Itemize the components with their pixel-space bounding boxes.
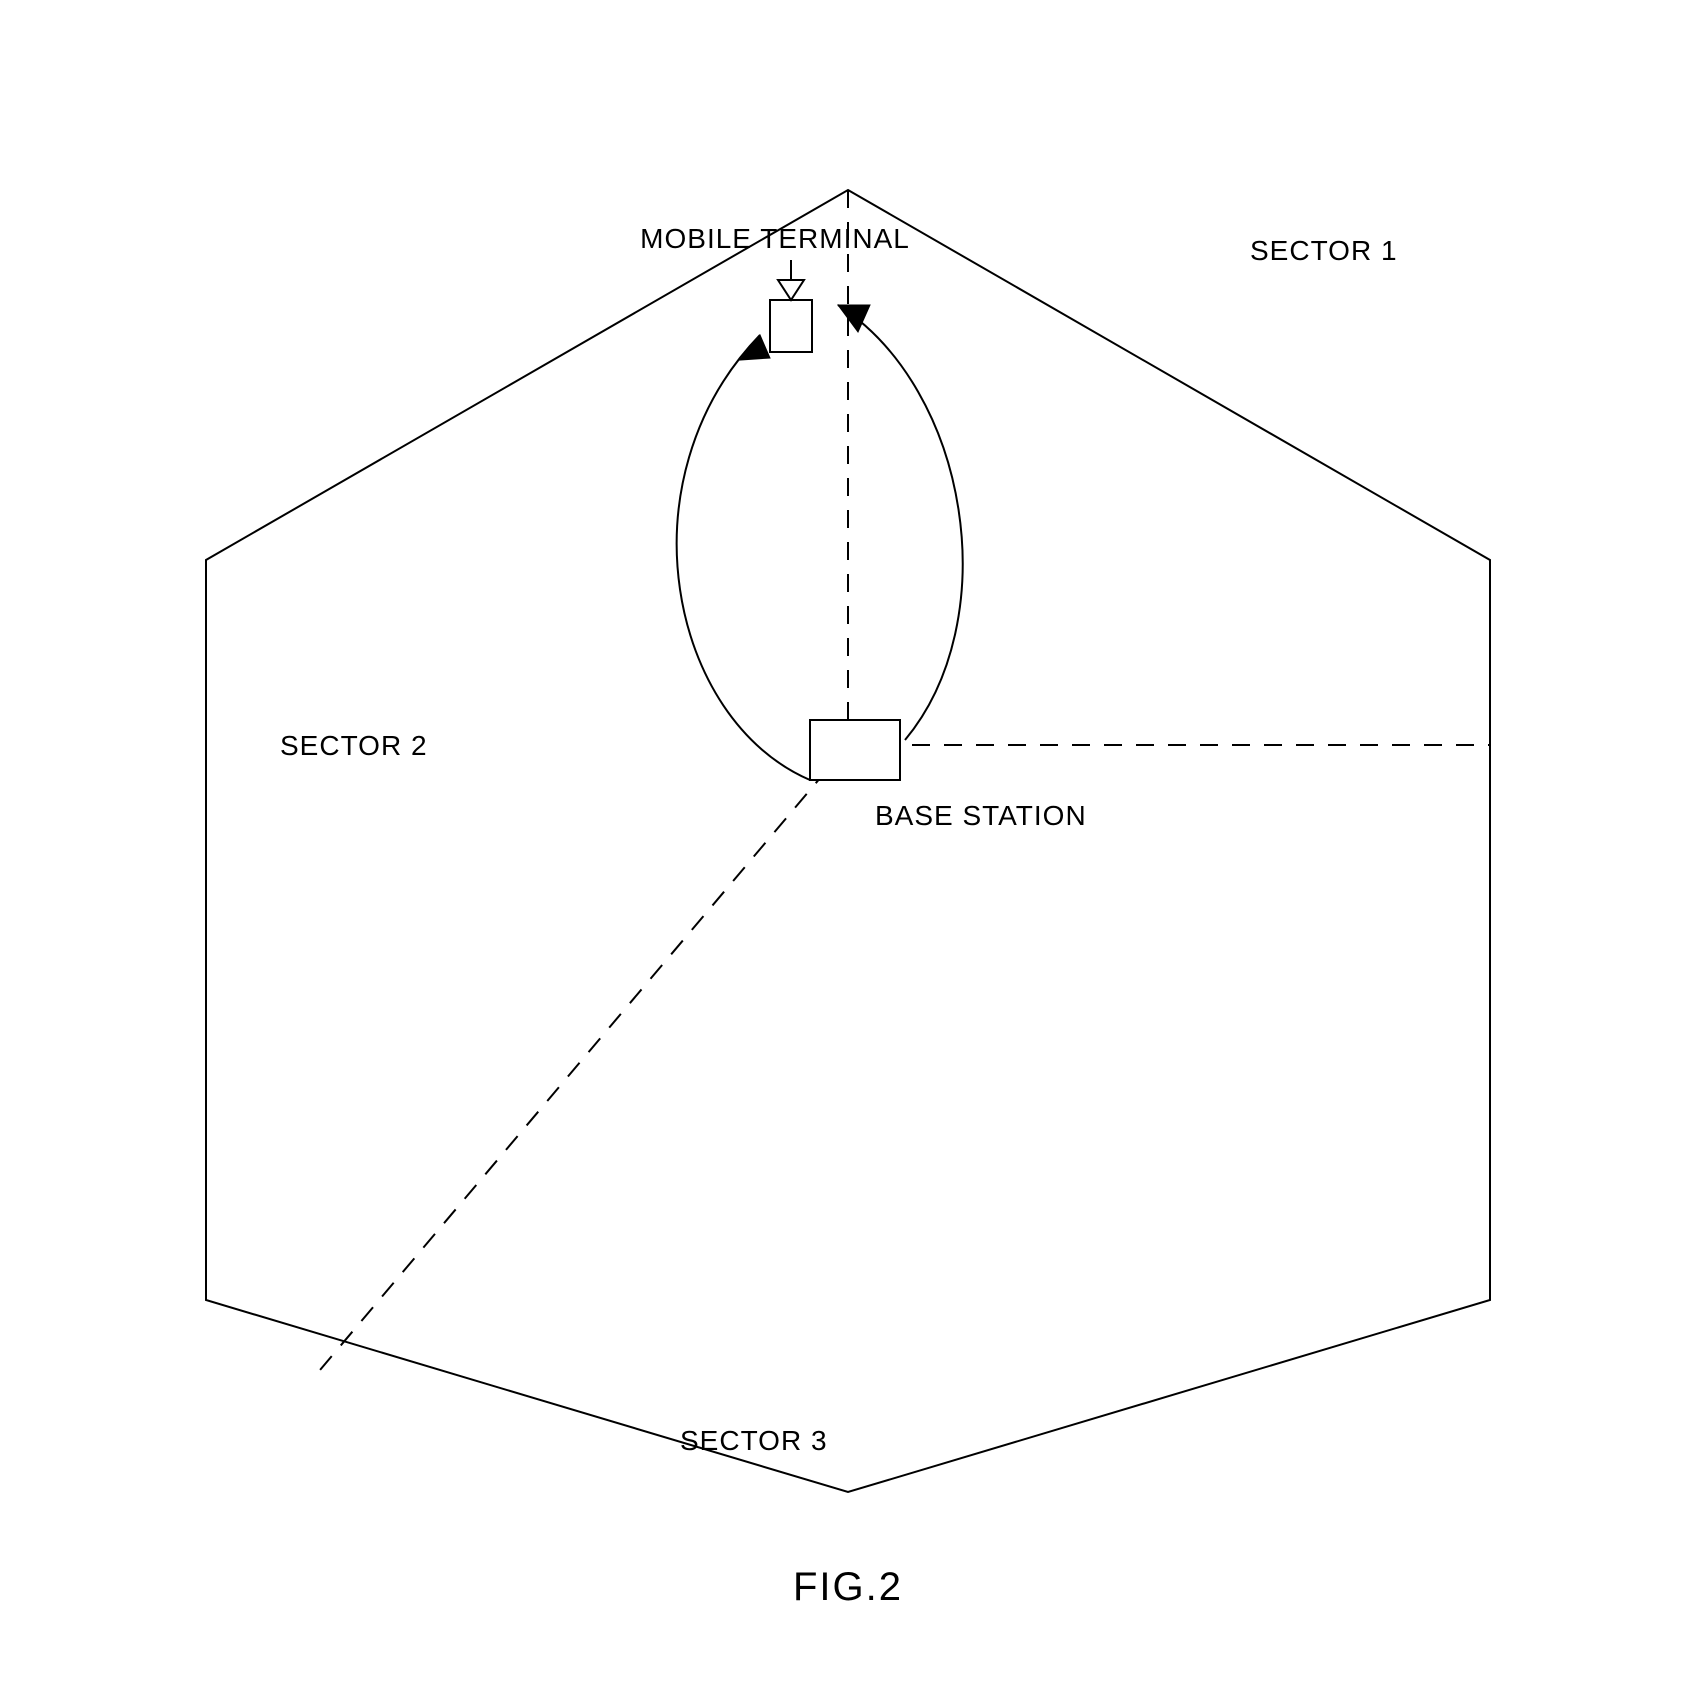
base_station-label: BASE STATION [875, 800, 1087, 831]
mobile-terminal-body-icon [770, 300, 812, 352]
sector2-label: SECTOR 2 [280, 730, 428, 761]
sector1-label: SECTOR 1 [1250, 235, 1398, 266]
figure-label: FIG.2 [793, 1565, 903, 1609]
sector3-label: SECTOR 3 [680, 1425, 828, 1456]
mobile_terminal-label: MOBILE TERMINAL [640, 223, 910, 254]
base-station-icon [810, 720, 900, 780]
sector-diagram: MOBILE TERMINAL BASE STATION SECTOR 1 SECTO… [0, 0, 1697, 1685]
